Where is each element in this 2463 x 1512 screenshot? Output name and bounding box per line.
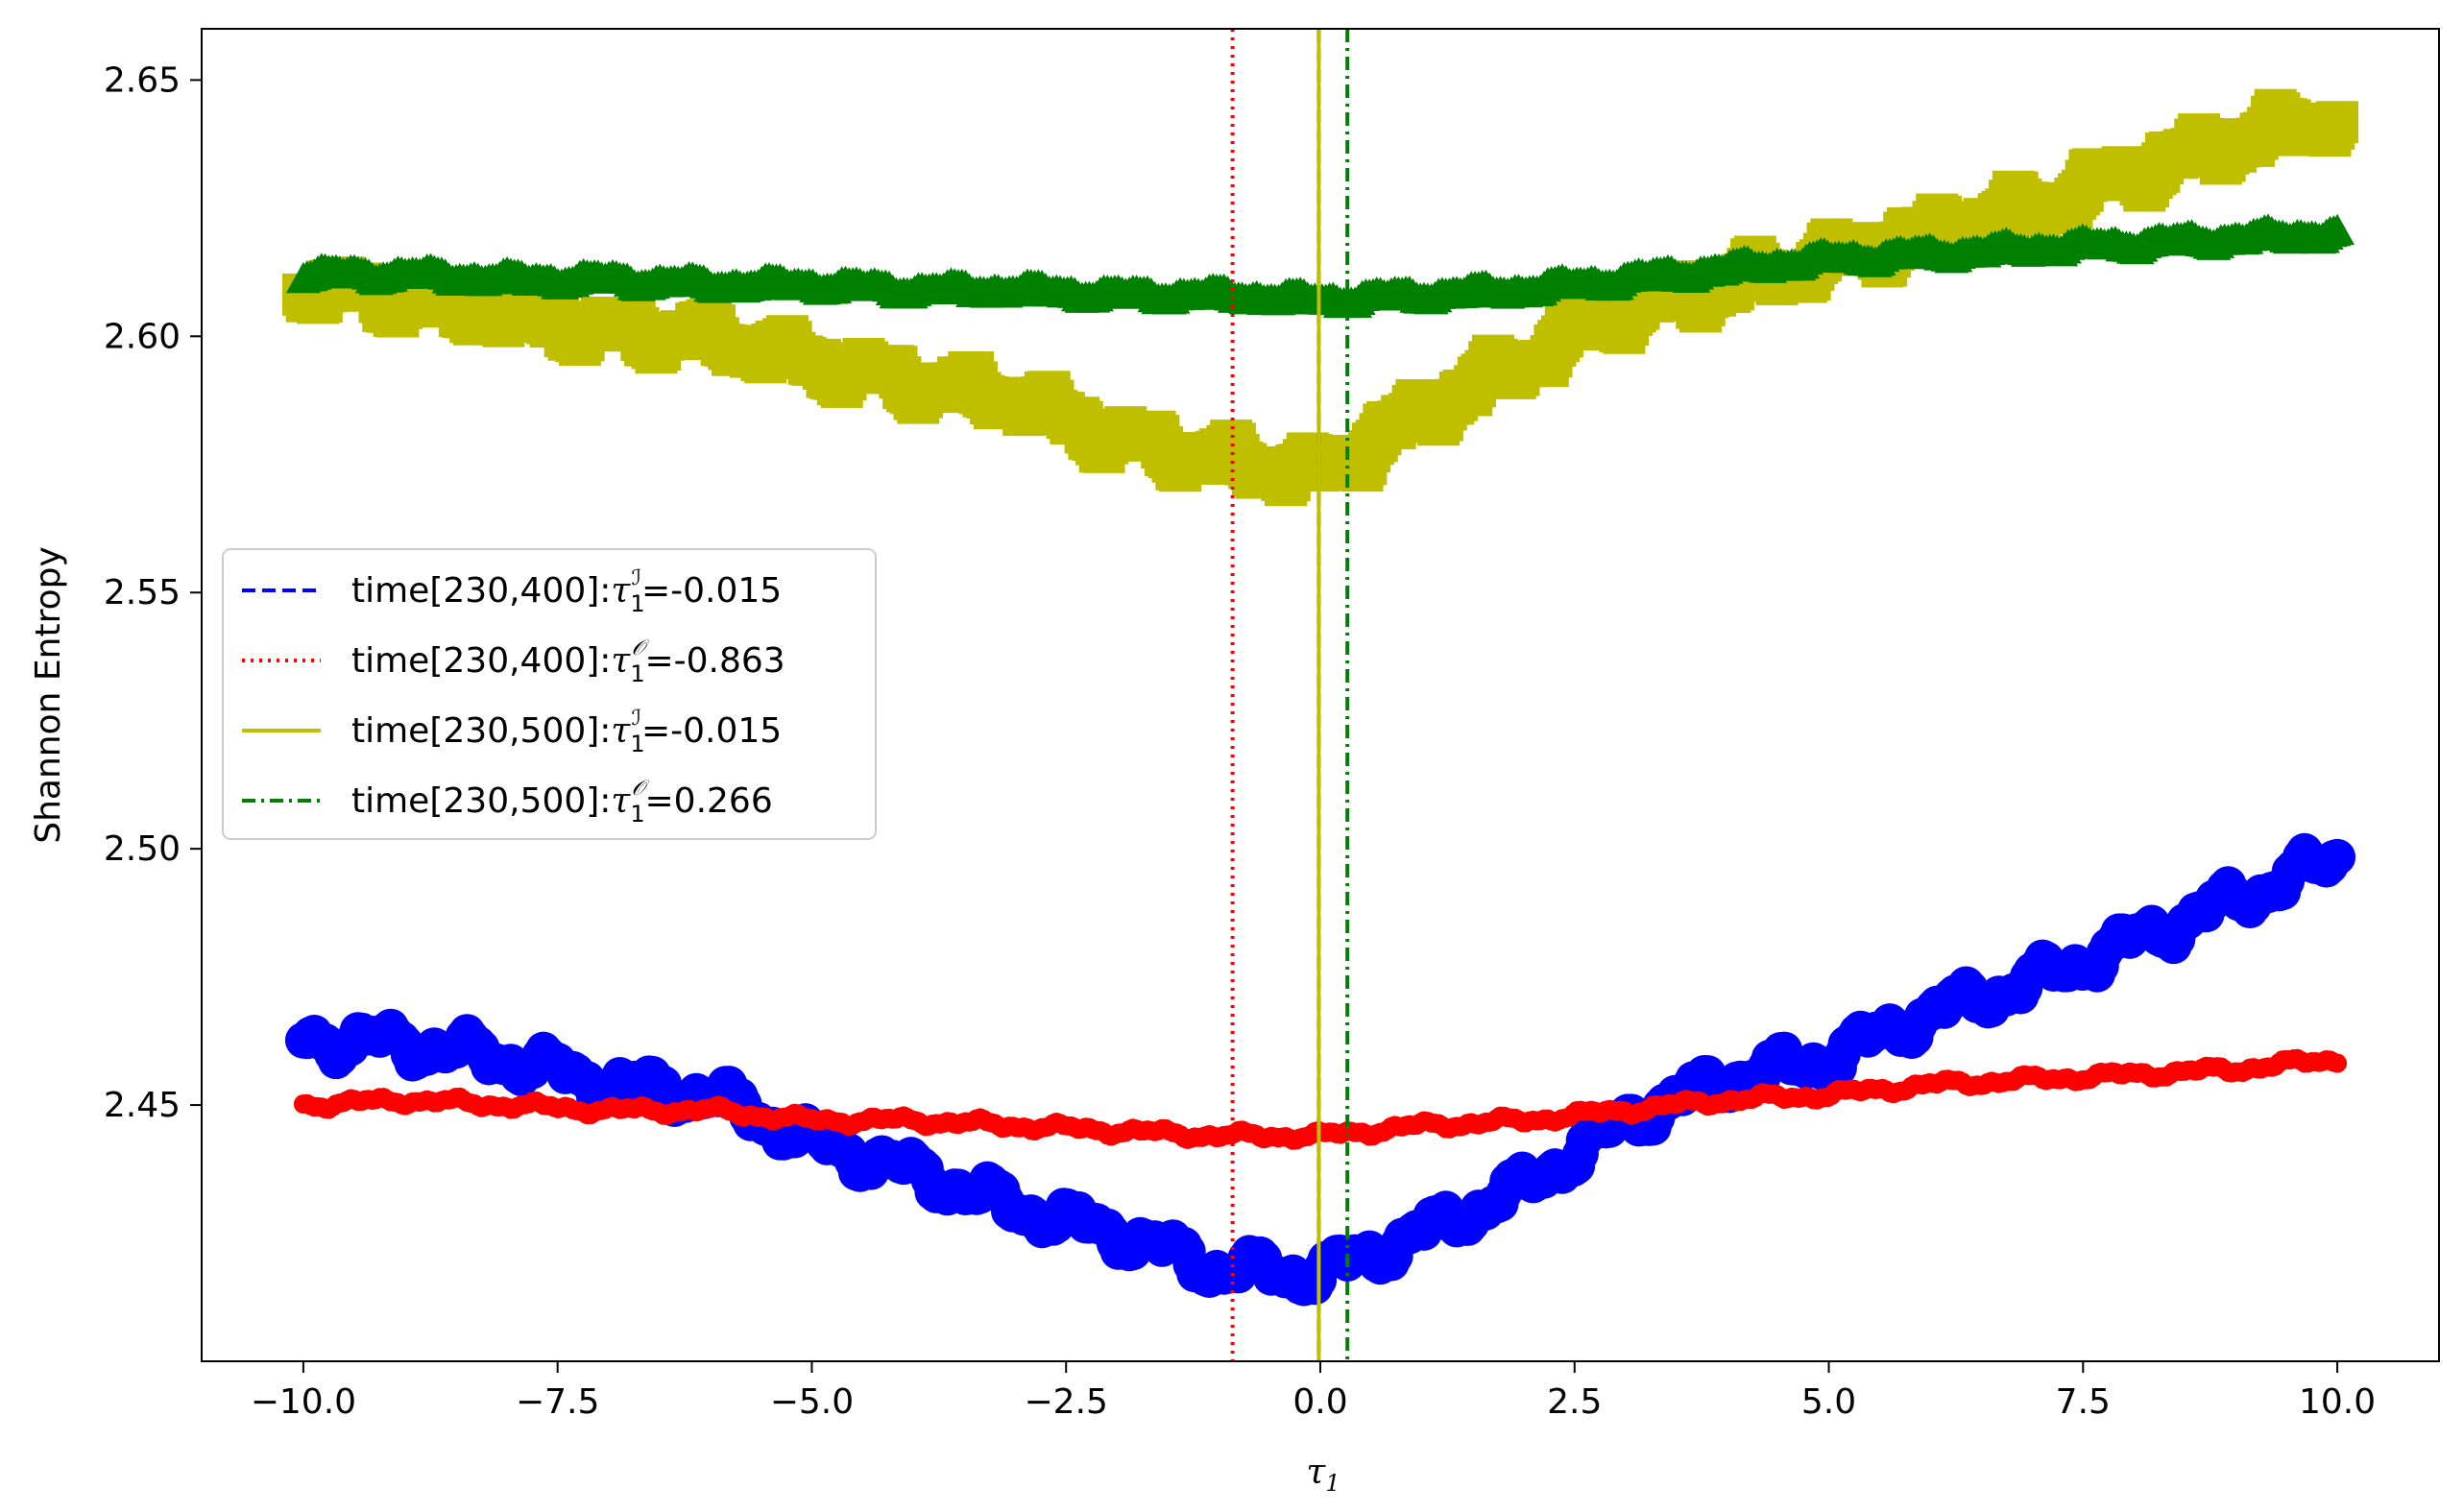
x-tick-label: −10.0 [251,1382,356,1422]
x-tick-label: −7.5 [516,1382,599,1422]
x-tick-label: 2.5 [1547,1382,1602,1422]
x-tick-label: 10.0 [2299,1382,2376,1422]
legend-label: time[230,500]:τ1𝒪=0.266 [351,777,773,828]
series-red-circles [293,1048,2348,1150]
x-tick-label: −5.0 [770,1382,854,1422]
legend: time[230,400]:τ1ℐ=-0.015 time[230,400]:τ1… [222,548,877,840]
y-axis-label: Shannon Entropy [29,546,68,844]
legend-label: time[230,400]:τ1ℐ=-0.015 [351,566,782,617]
y-tick-label: 2.55 [104,573,181,612]
reference-lines [1230,29,1350,1361]
y-tick-label: 2.50 [104,829,181,869]
x-tick-label: 7.5 [2056,1382,2111,1422]
data-point [2319,838,2356,876]
legend-label: time[230,500]:τ1ℐ=-0.015 [351,707,782,757]
x-tick-label: 5.0 [1801,1382,1856,1422]
y-tick-label: 2.60 [104,317,181,356]
x-tick-label: −2.5 [1025,1382,1108,1422]
x-axis-ticks: −10.0 −7.5 −5.0 −2.5 0.0 2.5 5.0 7.5 10.0 [251,1361,2376,1422]
y-tick-label: 2.45 [104,1086,181,1125]
x-axis-label: τ1 [1306,1452,1340,1497]
x-tick-label: 0.0 [1292,1382,1347,1422]
legend-box [222,548,877,840]
data-point [2320,213,2355,246]
data-point [2328,1053,2348,1073]
y-axis-ticks: 2.45 2.50 2.55 2.60 2.65 [104,60,202,1125]
data-point [2316,101,2359,144]
y-tick-label: 2.65 [104,60,181,100]
legend-label: time[230,400]:τ1𝒪=-0.863 [351,636,785,687]
